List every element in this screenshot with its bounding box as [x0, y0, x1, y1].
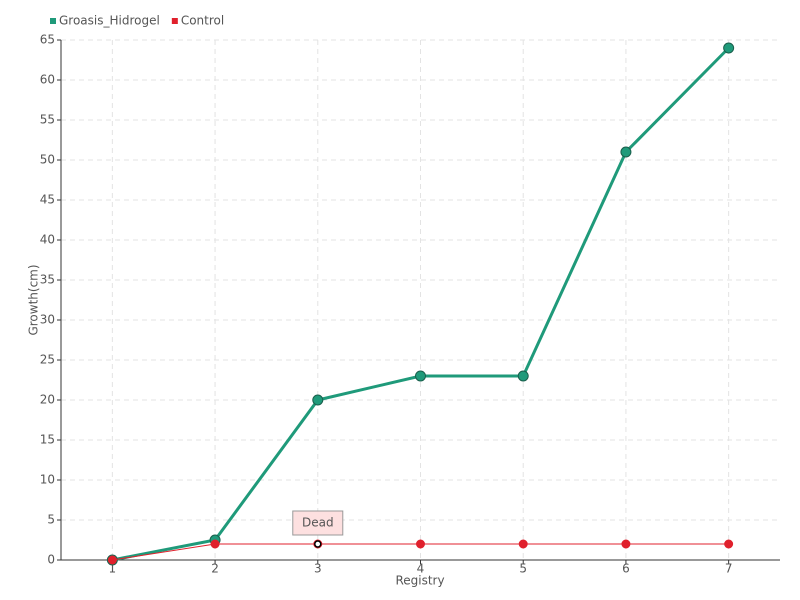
- x-tick-label: 5: [519, 562, 527, 576]
- data-point: [416, 539, 425, 549]
- y-tick-label: 45: [40, 193, 55, 207]
- x-axis-label: Registry: [395, 574, 444, 588]
- y-tick-label: 10: [40, 473, 55, 487]
- data-point: [723, 42, 735, 54]
- y-tick-label: 35: [40, 273, 55, 287]
- x-tick-label: 1: [109, 562, 117, 576]
- x-tick-label: 2: [211, 562, 219, 576]
- y-tick-label: 25: [40, 353, 55, 367]
- data-point: [620, 146, 632, 158]
- y-tick-label: 20: [40, 393, 55, 407]
- annotation: Dead: [292, 510, 344, 536]
- x-tick-label: 3: [314, 562, 322, 576]
- data-point: [107, 555, 117, 565]
- data-point: [518, 539, 528, 549]
- y-tick-label: 30: [40, 313, 55, 327]
- y-axis-label: Growth(cm): [27, 264, 41, 335]
- annotation-text: Dead: [302, 516, 334, 530]
- annotation-point: [314, 540, 322, 548]
- data-point: [517, 370, 529, 382]
- legend-swatch: [50, 18, 56, 24]
- y-tick-label: 0: [47, 553, 55, 567]
- data-point: [210, 539, 220, 549]
- x-tick-label: 6: [622, 562, 630, 576]
- y-tick-label: 15: [40, 433, 55, 447]
- y-tick-label: 60: [40, 73, 55, 87]
- y-tick-label: 65: [40, 33, 55, 47]
- legend-swatch: [171, 18, 178, 24]
- x-tick-label: 7: [725, 562, 733, 576]
- data-point: [312, 394, 324, 406]
- legend-label: Groasis_Hidrogel: [59, 14, 160, 28]
- legend-label: Control: [181, 14, 224, 28]
- data-point: [415, 370, 426, 382]
- data-point: [724, 539, 734, 549]
- y-tick-label: 55: [40, 113, 55, 127]
- annotation-box: [292, 510, 344, 536]
- data-point: [621, 539, 631, 549]
- y-tick-label: 40: [40, 233, 55, 247]
- x-tick-label: 4: [417, 562, 425, 576]
- y-tick-label: 50: [40, 153, 55, 167]
- y-tick-label: 5: [47, 513, 55, 527]
